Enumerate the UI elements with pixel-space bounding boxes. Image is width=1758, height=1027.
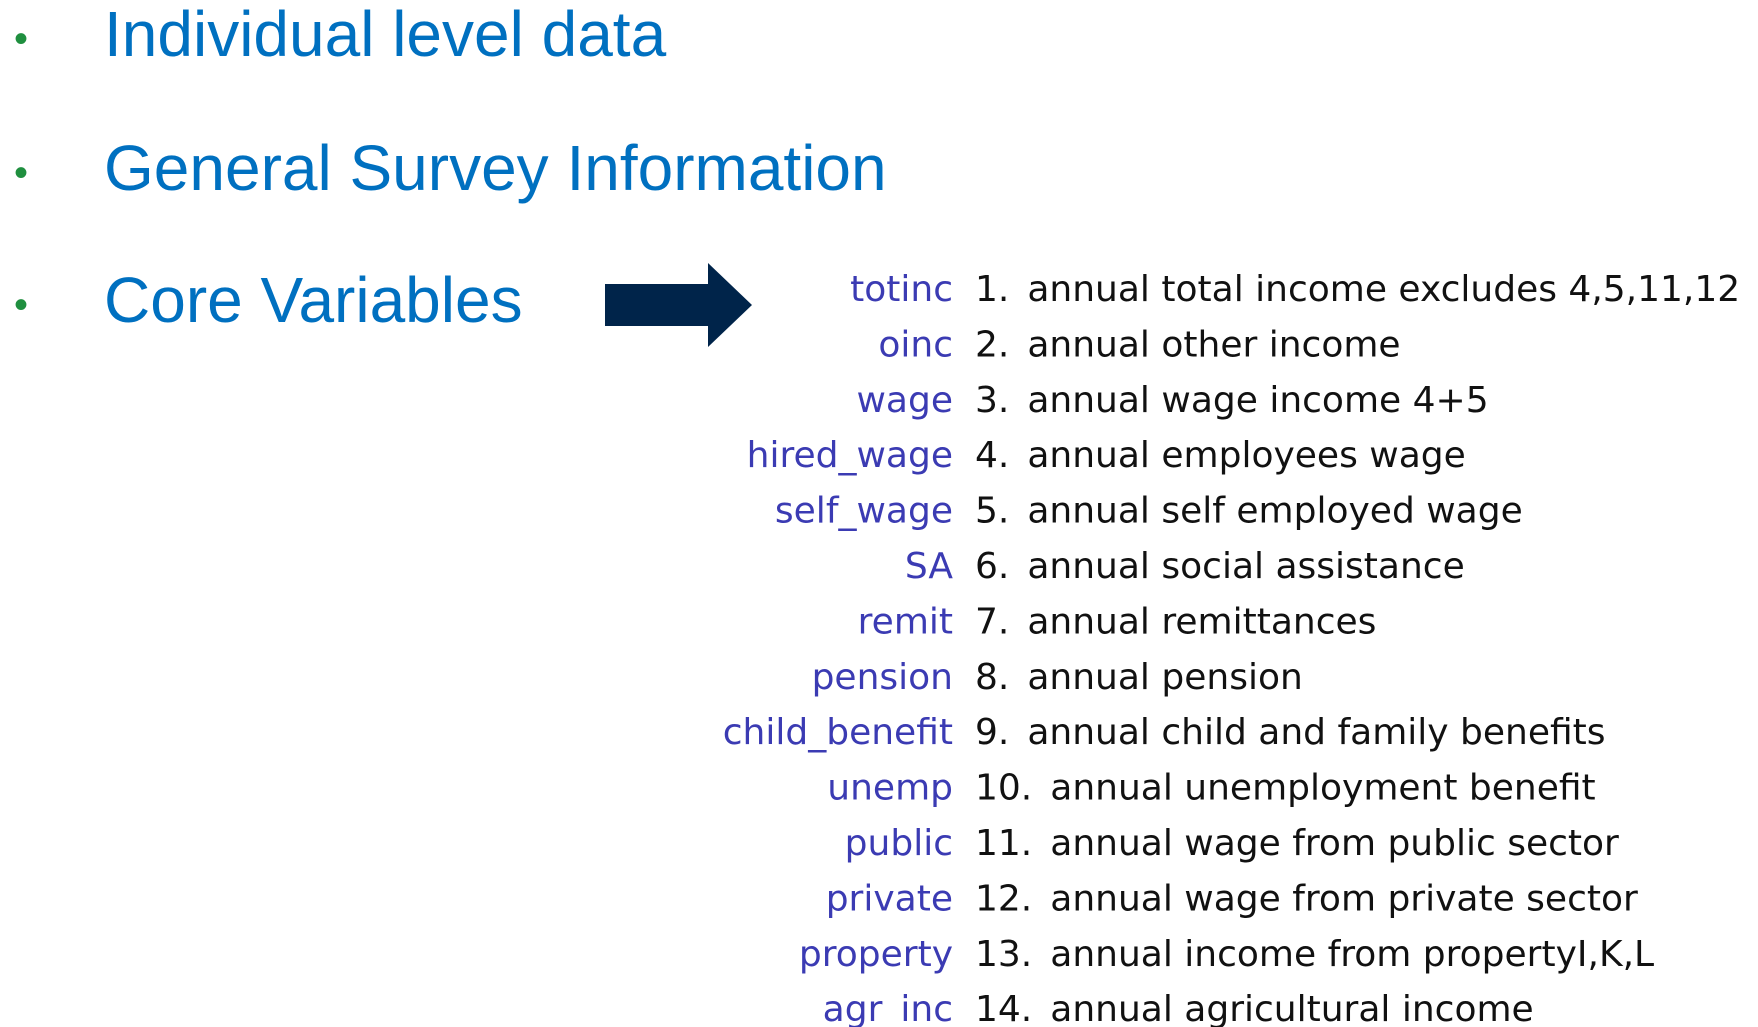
variable-name: unemp <box>827 768 953 809</box>
variable-number: 9. <box>975 712 1009 753</box>
variable-number: 3. <box>975 380 1009 421</box>
variable-text: annual unemployment benefit <box>1050 768 1595 809</box>
variable-name: agr_inc <box>823 989 953 1027</box>
variable-number: 4. <box>975 435 1009 476</box>
variable-number: 6. <box>975 546 1009 587</box>
variable-description: 8. annual pension <box>975 657 1303 698</box>
variable-text: annual remittances <box>1027 601 1376 642</box>
variable-name: remit <box>858 601 953 642</box>
variable-number: 14. <box>975 989 1032 1027</box>
variable-name: totinc <box>850 269 953 310</box>
variable-name: child_benefit <box>723 712 953 753</box>
bullet-marker: • <box>14 151 28 195</box>
bullet-text: General Survey Information <box>104 132 887 204</box>
variable-description: 4. annual employees wage <box>975 435 1466 476</box>
variable-text: annual pension <box>1027 657 1302 698</box>
variable-description: 6. annual social assistance <box>975 546 1465 587</box>
variable-number: 7. <box>975 601 1009 642</box>
variable-description: 7. annual remittances <box>975 601 1376 642</box>
variable-number: 13. <box>975 934 1032 975</box>
variable-description: 10. annual unemployment benefit <box>975 768 1596 809</box>
variable-text: annual income from propertyI,K,L <box>1050 934 1654 975</box>
variable-name: public <box>845 823 953 864</box>
variable-name: hired_wage <box>747 435 953 476</box>
variable-description: 13. annual income from propertyI,K,L <box>975 934 1654 975</box>
variable-name: pension <box>812 657 953 698</box>
variable-number: 12. <box>975 878 1032 919</box>
variable-description: 5. annual self employed wage <box>975 491 1523 532</box>
variable-name: SA <box>905 546 954 587</box>
variable-text: annual wage from public sector <box>1050 823 1619 864</box>
variable-name: private <box>826 878 953 919</box>
variable-text: annual wage income 4+5 <box>1027 380 1488 421</box>
variable-name: property <box>799 934 953 975</box>
variable-name: oinc <box>878 324 953 365</box>
variable-description: 11. annual wage from public sector <box>975 823 1619 864</box>
variable-number: 5. <box>975 491 1009 532</box>
variable-description: 3. annual wage income 4+5 <box>975 380 1489 421</box>
variable-description: 9. annual child and family benefits <box>975 712 1606 753</box>
variable-description: 14. annual agricultural income <box>975 989 1534 1027</box>
arrow <box>605 263 752 347</box>
variable-description: 12. annual wage from private sector <box>975 878 1638 919</box>
variable-text: annual child and family benefits <box>1027 712 1605 753</box>
variable-name: wage <box>856 380 953 421</box>
variable-text: annual wage from private sector <box>1050 878 1638 919</box>
bullet-text: Core Variables <box>104 264 523 336</box>
bullet-marker: • <box>14 17 28 61</box>
variable-number: 11. <box>975 823 1032 864</box>
variable-number: 10. <box>975 768 1032 809</box>
variable-description: 1. annual total income excludes 4,5,11,12 <box>975 269 1740 310</box>
variable-text: annual employees wage <box>1027 435 1465 476</box>
variable-number: 1. <box>975 269 1009 310</box>
variable-description: 2. annual other income <box>975 324 1401 365</box>
variable-text: annual self employed wage <box>1027 491 1522 532</box>
variable-number: 8. <box>975 657 1009 698</box>
variable-text: annual total income excludes 4,5,11,12 <box>1027 269 1740 310</box>
variable-name: self_wage <box>775 491 953 532</box>
bullet-marker: • <box>14 283 28 327</box>
variable-text: annual other income <box>1027 324 1400 365</box>
variable-text: annual agricultural income <box>1050 989 1533 1027</box>
variable-text: annual social assistance <box>1027 546 1464 587</box>
bullet-text: Individual level data <box>104 0 667 70</box>
variable-number: 2. <box>975 324 1009 365</box>
